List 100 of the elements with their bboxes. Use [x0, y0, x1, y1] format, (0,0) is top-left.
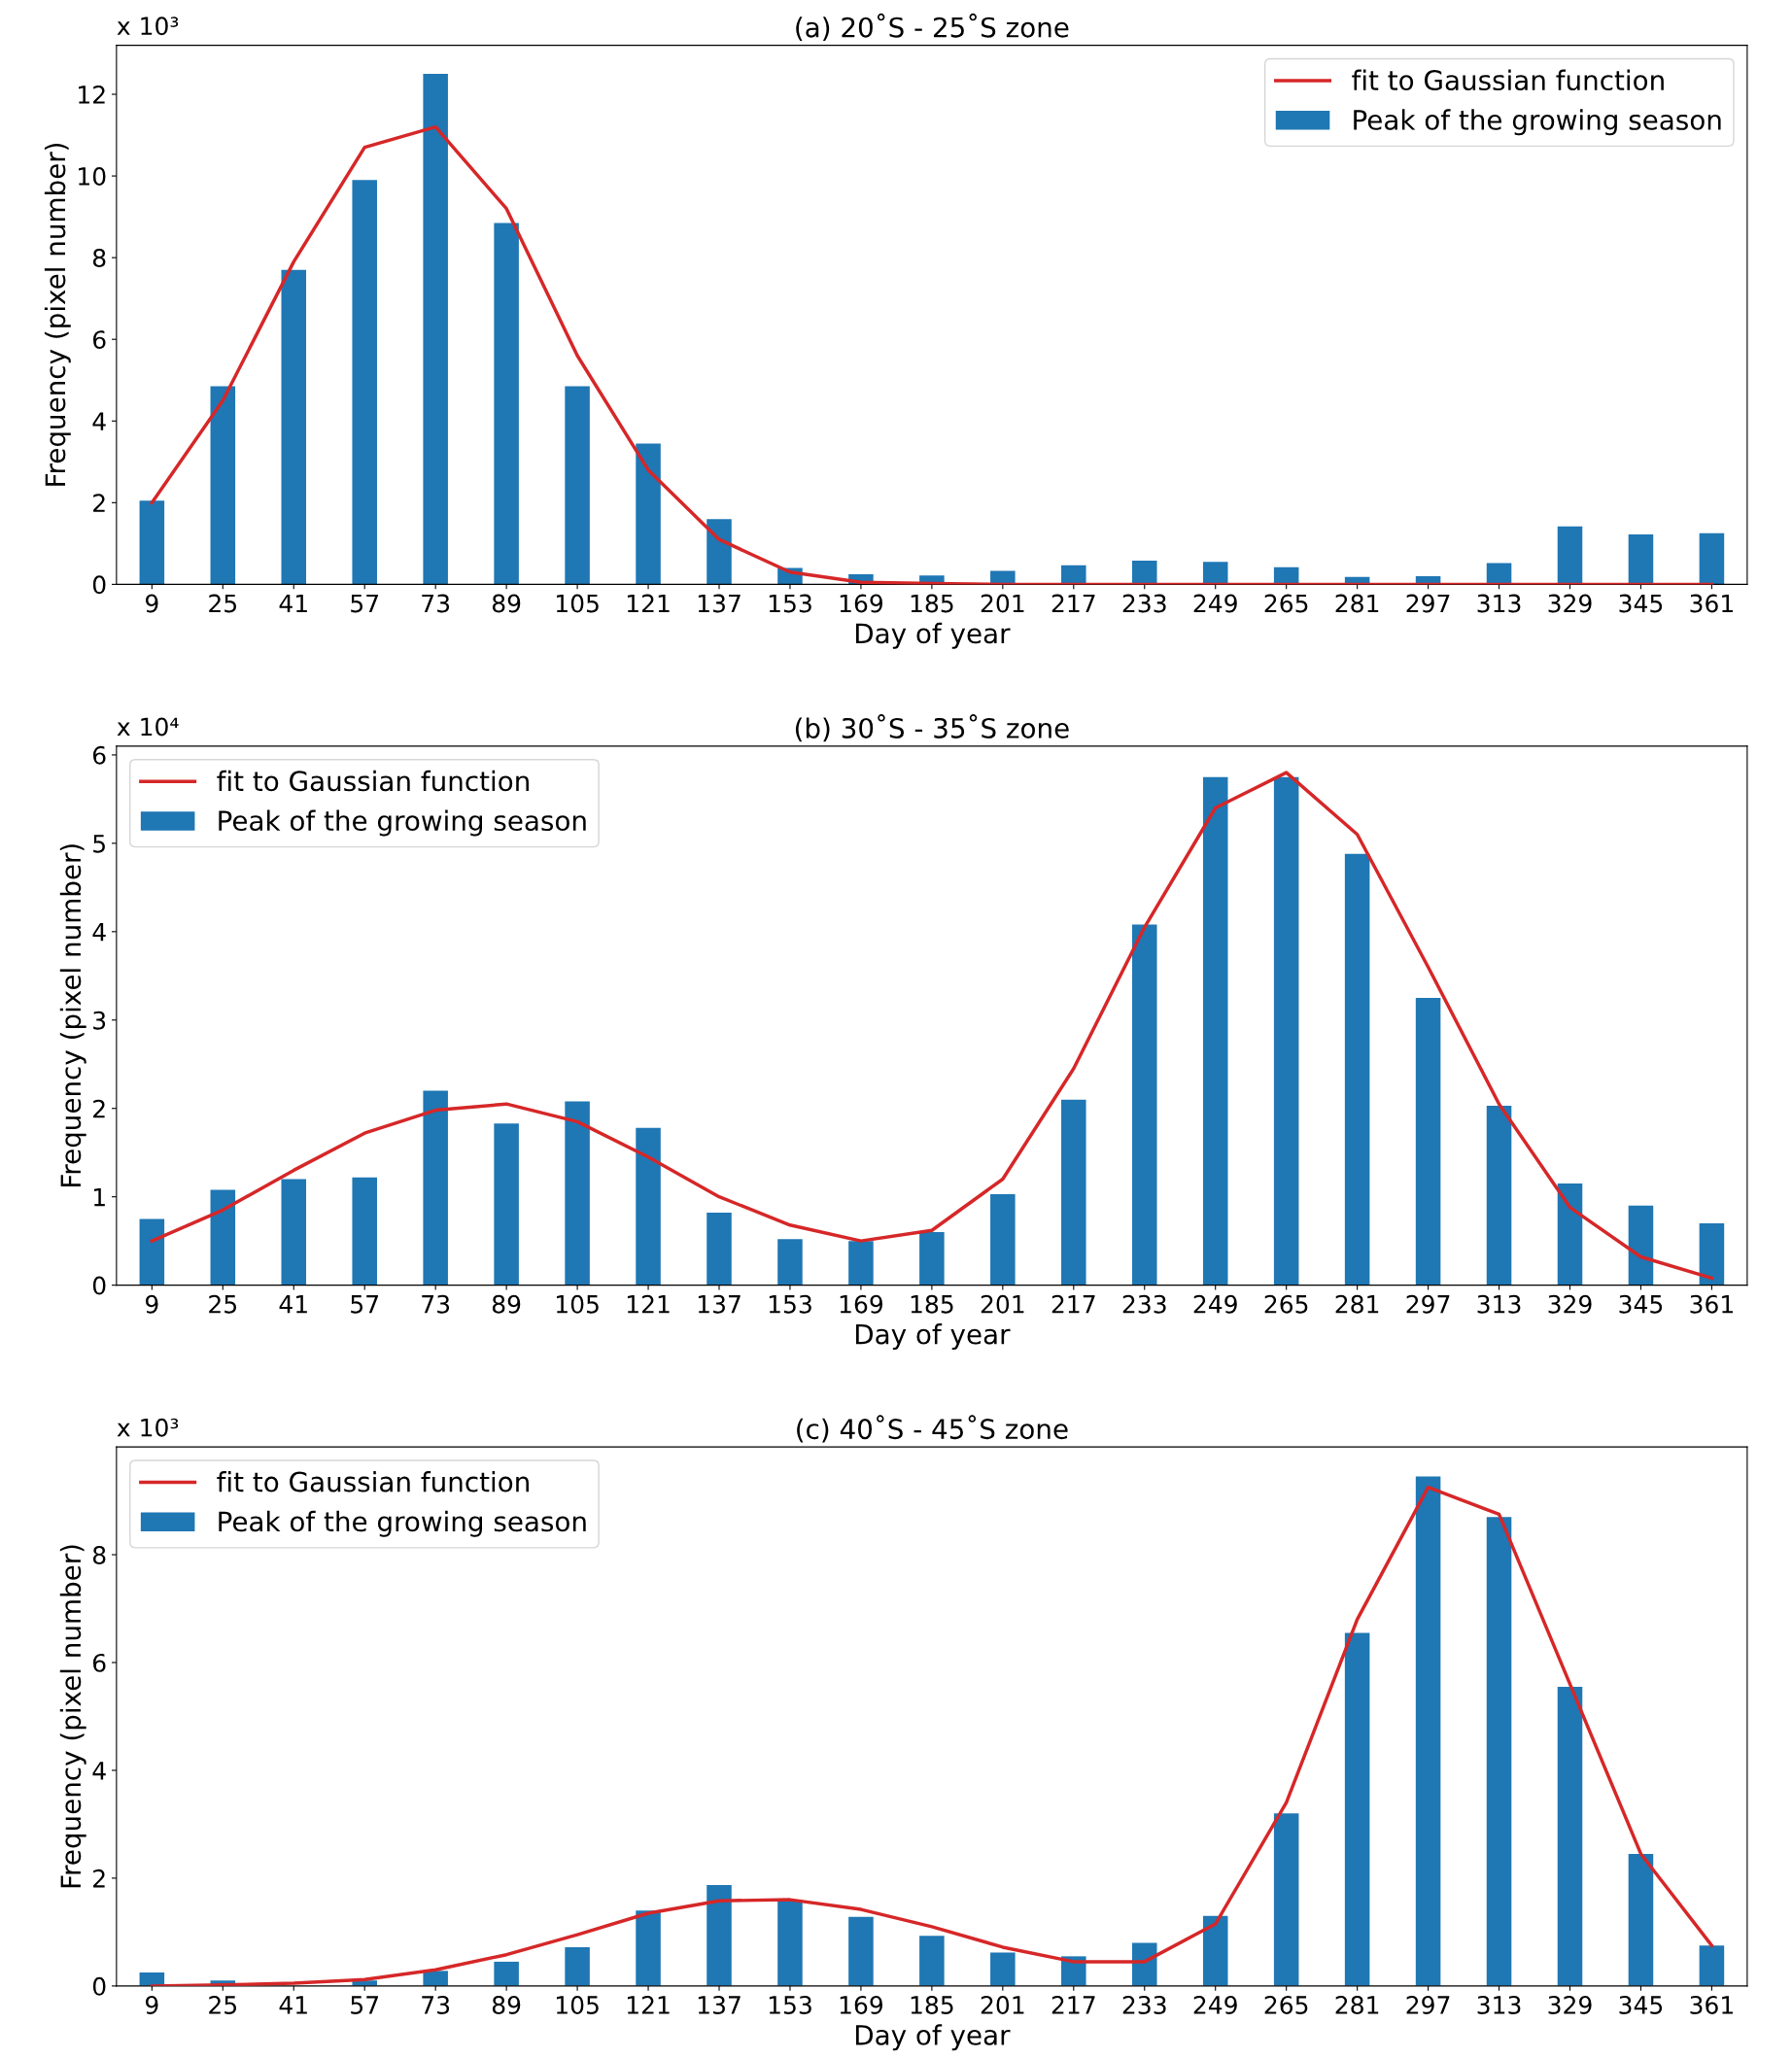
- x-tick-label: 297: [1406, 1996, 1450, 2014]
- chart-title: (a) 20˚S - 25˚S zone: [796, 13, 1069, 41]
- y-tick-label: 3: [93, 1011, 106, 1030]
- x-tick-label: 281: [1335, 594, 1379, 613]
- bar: [423, 1090, 448, 1286]
- chart-title: (c) 40˚S - 45˚S zone: [797, 1415, 1068, 1443]
- x-tick-label: 73: [422, 1294, 450, 1314]
- bar: [210, 386, 236, 585]
- x-tick-label: 169: [840, 594, 883, 613]
- bar: [1699, 1222, 1725, 1286]
- bar: [1628, 1205, 1654, 1286]
- x-tick-label: 25: [209, 1294, 237, 1314]
- x-tick-label: 73: [422, 1996, 450, 2014]
- x-tick-label: 329: [1548, 1996, 1592, 2014]
- bar: [848, 1916, 874, 1986]
- y-tick-label: 6: [92, 1653, 106, 1672]
- y-tick-label: 5: [93, 835, 105, 853]
- x-tick-label: 201: [981, 594, 1024, 613]
- bar: [1061, 1099, 1086, 1286]
- x-tick-label: 185: [911, 1996, 953, 2014]
- x-tick-label: 153: [769, 1996, 811, 2014]
- bar: [919, 1936, 945, 1986]
- bar: [565, 1946, 590, 1986]
- y-tick-label: 10: [79, 167, 106, 186]
- bar: [636, 443, 661, 585]
- x-tick-label: 121: [627, 1294, 670, 1314]
- x-tick-label: 169: [840, 1996, 883, 2014]
- x-tick-label: 185: [911, 1294, 953, 1314]
- bar: [423, 1971, 448, 1986]
- y-tick-label: 2: [93, 1099, 105, 1118]
- x-tick-label: 169: [840, 1294, 883, 1314]
- x-axis-title: Day of year: [855, 2024, 1011, 2051]
- bar: [565, 1101, 590, 1286]
- line-series: [150, 771, 1714, 1281]
- legend-label: fit to Gaussian function: [217, 770, 529, 792]
- x-tick-label: 313: [1477, 1294, 1521, 1314]
- bar: [1486, 1106, 1512, 1286]
- y-axis-title: Frequency (pixel number): [59, 844, 86, 1186]
- x-tick-label: 281: [1335, 1294, 1379, 1314]
- x-tick-label: 249: [1193, 1996, 1237, 2014]
- bar: [1344, 853, 1370, 1286]
- bar: [1273, 776, 1299, 1286]
- bar: [1415, 998, 1441, 1286]
- x-tick-label: 297: [1406, 1294, 1450, 1314]
- legend-label: Peak of the growing season: [1354, 109, 1721, 136]
- bar: [494, 223, 519, 585]
- x-tick-label: 153: [769, 594, 811, 613]
- x-tick-label: 217: [1051, 1996, 1095, 2014]
- y-tick-label: 0: [92, 1976, 106, 1996]
- bar: [352, 1177, 377, 1286]
- x-tick-label: 313: [1477, 1996, 1521, 2014]
- bar: [706, 1213, 732, 1286]
- text: x 10³: [117, 17, 179, 36]
- x-tick-label: 345: [1619, 594, 1663, 613]
- y-tick-label: 8: [92, 1545, 106, 1564]
- chart-title: (b) 30˚S - 35˚S zone: [795, 714, 1069, 742]
- y-tick-label: 4: [92, 1762, 106, 1780]
- bar: [494, 1123, 519, 1286]
- bar: [777, 1239, 803, 1286]
- bar: [636, 1127, 661, 1286]
- x-tick-label: 185: [911, 594, 953, 613]
- x-tick-label: 89: [492, 1294, 521, 1314]
- x-tick-label: 345: [1619, 1996, 1663, 2014]
- bar: [1344, 1632, 1370, 1986]
- x-tick-label: 105: [556, 1996, 599, 2014]
- x-tick-label: 105: [556, 594, 599, 613]
- y-tick-label: 6: [92, 330, 106, 350]
- y-tick-label: 12: [79, 85, 105, 104]
- x-tick-label: 249: [1193, 594, 1237, 613]
- x-tick-label: 345: [1619, 1294, 1663, 1314]
- x-tick-label: 249: [1193, 1294, 1237, 1314]
- x-tick-label: 121: [627, 594, 670, 613]
- x-tick-label: 361: [1690, 594, 1733, 613]
- text: x 10³: [117, 1418, 179, 1437]
- x-tick-label: 233: [1122, 594, 1166, 613]
- x-tick-label: 25: [209, 1996, 237, 2014]
- bar: [210, 1189, 236, 1286]
- bar: [1061, 565, 1086, 585]
- x-tick-label: 137: [698, 1294, 741, 1314]
- y-tick-label: 1: [93, 1187, 105, 1207]
- bar: [706, 1885, 732, 1986]
- y-axis-title: Frequency (pixel number): [59, 1545, 86, 1888]
- x-tick-label: 89: [492, 1996, 521, 2014]
- y-tick-label: 8: [92, 249, 106, 268]
- bar: [1628, 534, 1654, 585]
- x-tick-label: 153: [769, 1294, 811, 1314]
- x-tick-label: 73: [422, 594, 450, 613]
- bar: [1131, 561, 1157, 585]
- y-tick-label: 2: [93, 494, 105, 512]
- x-tick-label: 217: [1051, 1294, 1095, 1314]
- text: x 10⁴: [117, 717, 179, 737]
- bar: [1202, 1915, 1228, 1986]
- x-tick-label: 9: [145, 1294, 158, 1314]
- x-tick-label: 201: [981, 1996, 1024, 2014]
- bar: [919, 1232, 945, 1286]
- x-tick-label: 217: [1051, 594, 1095, 613]
- x-tick-label: 41: [279, 594, 307, 613]
- y-tick-label: 4: [92, 412, 106, 430]
- bar: [352, 180, 377, 585]
- bar: [1699, 1945, 1725, 1986]
